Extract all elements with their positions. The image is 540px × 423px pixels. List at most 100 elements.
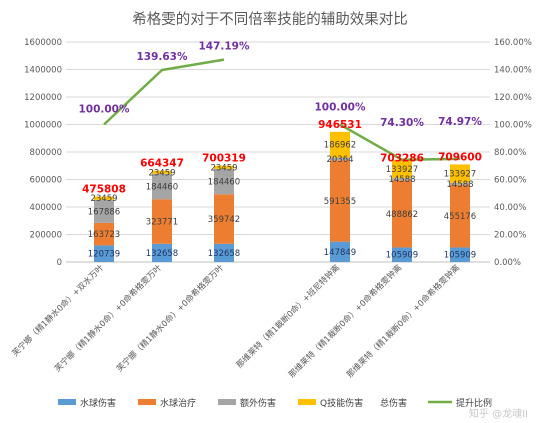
y2-tick-label: 100.00% bbox=[494, 121, 532, 131]
segment-value-label: 323771 bbox=[146, 218, 178, 228]
bar-segment bbox=[152, 170, 172, 174]
total-value-label: 946531 bbox=[318, 119, 362, 131]
segment-value-label: 184460 bbox=[208, 178, 240, 188]
bar-segment bbox=[152, 199, 172, 244]
bar-segment bbox=[214, 165, 234, 169]
bar-segment bbox=[392, 180, 412, 248]
line-group bbox=[103, 58, 461, 162]
x-tick-label: 芙宁娜（精1静水0命）+0命希格雯万叶 bbox=[52, 262, 163, 373]
bar-segment bbox=[330, 241, 350, 262]
segment-value-label: 488862 bbox=[386, 210, 418, 220]
legend-swatch bbox=[138, 399, 156, 405]
y2-tick-label: 20.00% bbox=[494, 231, 526, 241]
bar-segment bbox=[392, 247, 412, 262]
line-series-segment bbox=[339, 123, 461, 162]
segment-value-label: 23459 bbox=[148, 168, 175, 178]
y2-tick-label: 140.00% bbox=[494, 66, 532, 76]
x-tick-label: 那维莱特（精1裁断0命）+0命希格雯钟离 bbox=[344, 262, 461, 379]
bar-segment bbox=[330, 160, 350, 242]
chart-title: 希格雯的对于不同倍率技能的辅助效果对比 bbox=[132, 11, 408, 28]
segment-value-label: 23459 bbox=[210, 163, 237, 173]
total-value-label: 709600 bbox=[438, 151, 482, 163]
line-point-label: 100.00% bbox=[78, 104, 130, 116]
segment-value-label: 20364 bbox=[326, 155, 353, 165]
bars-group bbox=[94, 131, 470, 262]
segment-value-label: 163723 bbox=[88, 230, 120, 240]
segment-value-label: 167886 bbox=[88, 207, 120, 217]
y2-tick-label: 80.00% bbox=[494, 148, 526, 158]
bar-segment bbox=[392, 159, 412, 179]
segment-value-label: 591355 bbox=[324, 197, 356, 207]
y-tick-label: 600000 bbox=[30, 176, 62, 186]
segment-value-label: 105909 bbox=[386, 251, 418, 261]
legend-label: Q技能伤害 bbox=[320, 397, 363, 409]
y-tick-label: 800000 bbox=[30, 148, 62, 158]
y-tick-label: 1000000 bbox=[24, 121, 62, 131]
bar-segment bbox=[214, 168, 234, 195]
segment-value-label: 455176 bbox=[444, 212, 476, 222]
data-labels-group: 1207391637231678862345947580813265832377… bbox=[78, 41, 482, 261]
total-value-label: 664347 bbox=[140, 158, 184, 170]
legend-swatch bbox=[298, 399, 316, 405]
segment-value-label: 184460 bbox=[146, 183, 178, 193]
segment-value-label: 132658 bbox=[146, 249, 178, 259]
x-tick-label: 芙宁娜（精1静水0命）+0命希格雯万叶 bbox=[114, 262, 225, 373]
segment-value-label: 120739 bbox=[88, 250, 120, 260]
bar-segment bbox=[450, 184, 470, 248]
line-point-label: 74.30% bbox=[380, 117, 424, 129]
segment-value-label: 23459 bbox=[90, 194, 117, 204]
line-series-segment bbox=[103, 58, 225, 126]
segment-value-label: 14588 bbox=[446, 180, 473, 190]
y-tick-label: 1400000 bbox=[24, 66, 62, 76]
segment-value-label: 105909 bbox=[444, 251, 476, 261]
segment-value-label: 186962 bbox=[324, 141, 356, 151]
segment-value-label: 14588 bbox=[388, 175, 415, 185]
x-tick-label: 那维莱特（精1裁断0命）+0命希格雯钟离 bbox=[286, 262, 403, 379]
watermark: 知乎 @龙魂II bbox=[469, 407, 528, 420]
total-value-label: 703286 bbox=[380, 152, 424, 164]
gridlines bbox=[66, 41, 490, 263]
y-tick-label: 200000 bbox=[30, 231, 62, 241]
segment-value-label: 359742 bbox=[208, 215, 240, 225]
y-tick-label: 1600000 bbox=[24, 38, 62, 48]
legend-label: 水球治疗 bbox=[160, 397, 196, 409]
y2-tick-label: 0.00% bbox=[494, 258, 521, 268]
total-value-label: 475808 bbox=[82, 184, 126, 196]
bar-segment bbox=[392, 178, 412, 181]
line-point-label: 139.63% bbox=[136, 51, 188, 63]
segment-value-label: 132658 bbox=[208, 249, 240, 259]
y-tick-label: 0 bbox=[57, 258, 62, 268]
y-tick-label: 400000 bbox=[30, 203, 62, 213]
line-point-label: 100.00% bbox=[314, 102, 366, 114]
y2-tick-label: 160.00% bbox=[494, 38, 532, 48]
bar-segment bbox=[214, 194, 234, 244]
y-tick-label: 1200000 bbox=[24, 93, 62, 103]
bar-segment bbox=[94, 222, 114, 246]
bar-segment bbox=[330, 131, 350, 158]
bar-segment bbox=[330, 157, 350, 161]
bar-segment bbox=[94, 199, 114, 223]
x-tick-label: 那维莱特（精1裁断0命）+班尼特钟离 bbox=[234, 262, 341, 369]
total-value-label: 700319 bbox=[202, 153, 246, 165]
segment-value-label: 133927 bbox=[386, 165, 418, 175]
bar-segment bbox=[450, 247, 470, 262]
segment-value-label: 133927 bbox=[444, 170, 476, 180]
bar-segment bbox=[94, 245, 114, 262]
bar-segment bbox=[94, 196, 114, 200]
line-point-label: 74.97% bbox=[438, 116, 482, 128]
bar-segment bbox=[152, 243, 172, 262]
y2-tick-label: 120.00% bbox=[494, 93, 532, 103]
legend-swatch bbox=[218, 399, 236, 405]
bar-segment bbox=[450, 182, 470, 185]
y2-tick-label: 40.00% bbox=[494, 203, 526, 213]
legend: 水球伤害 水球治疗 额外伤害 Q技能伤害 总伤害 提升比例 bbox=[58, 397, 492, 409]
bar-segment bbox=[152, 173, 172, 200]
line-point-label: 147.19% bbox=[198, 41, 250, 53]
y2-tick-label: 60.00% bbox=[494, 176, 526, 186]
legend-label: 提升比例 bbox=[456, 397, 492, 409]
legend-label: 额外伤害 bbox=[240, 397, 276, 409]
bar-segment bbox=[450, 164, 470, 183]
bar-segment bbox=[214, 243, 234, 262]
